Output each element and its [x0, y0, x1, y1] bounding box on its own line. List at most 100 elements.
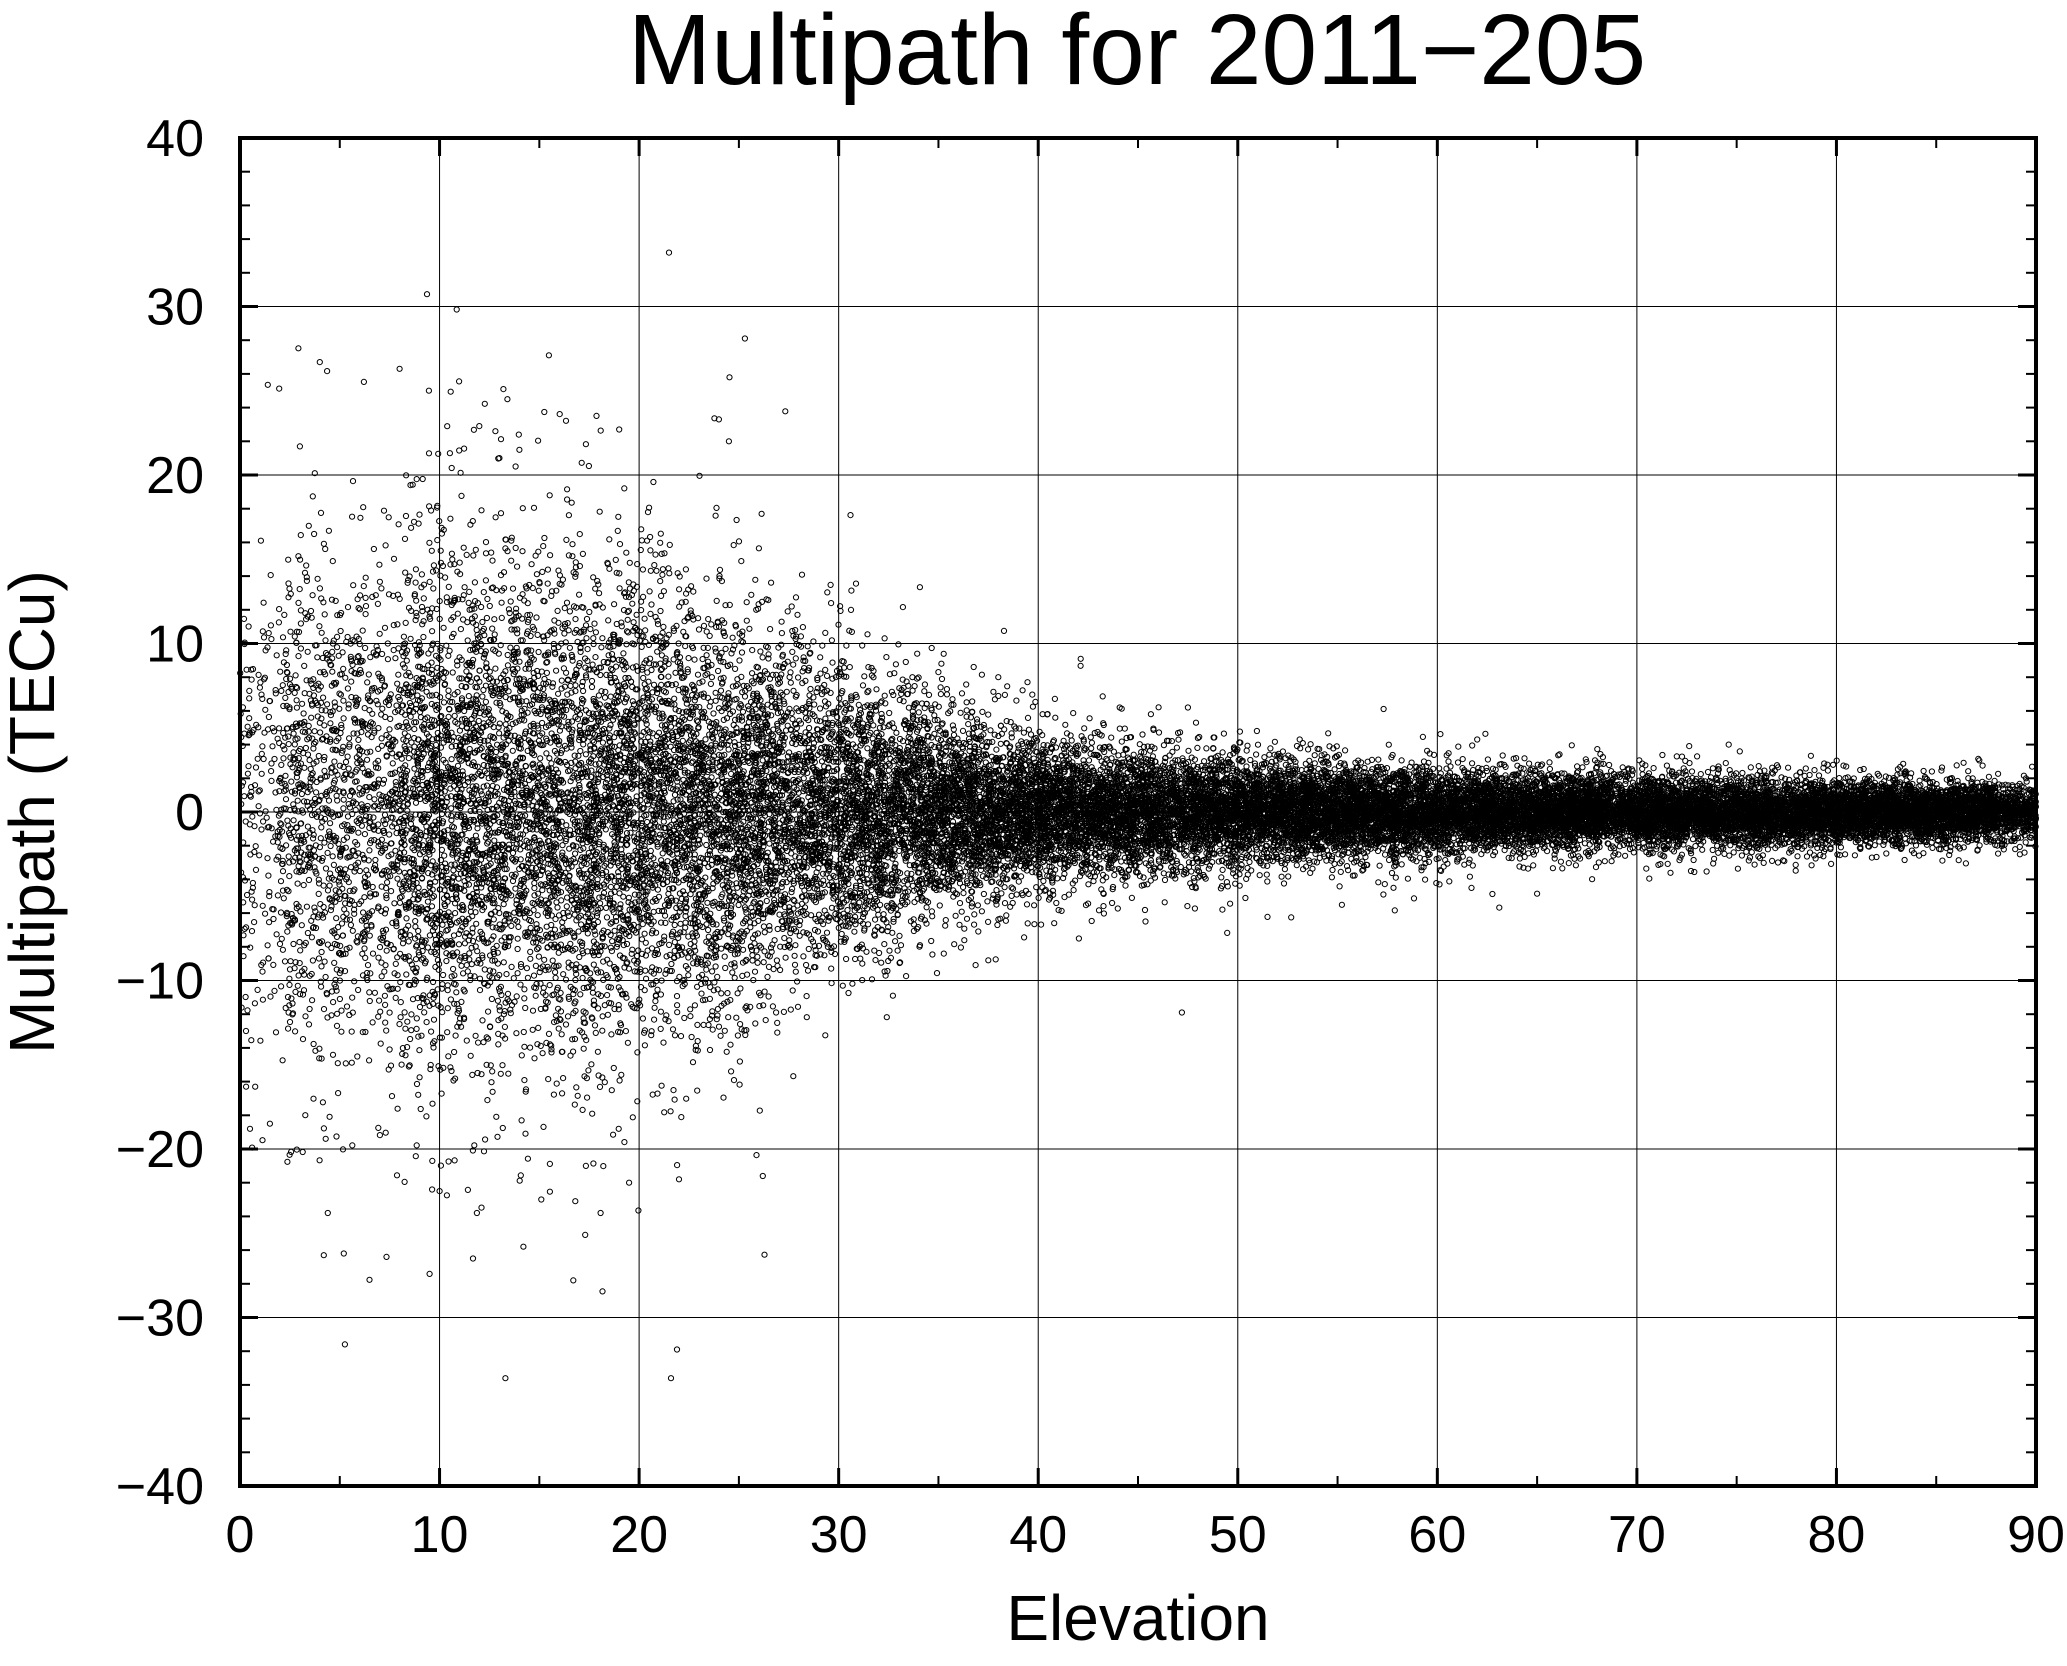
data-point — [499, 600, 504, 605]
data-point — [915, 651, 920, 656]
data-point — [291, 750, 296, 755]
data-point — [1795, 854, 1800, 859]
data-point — [1813, 856, 1818, 861]
data-point — [795, 1004, 800, 1009]
data-point — [255, 756, 260, 761]
data-point — [662, 1110, 667, 1115]
data-point — [668, 1109, 673, 1114]
data-point — [874, 687, 879, 692]
data-point — [818, 706, 823, 711]
data-point — [707, 1047, 712, 1052]
data-point — [893, 662, 898, 667]
data-point — [1376, 757, 1381, 762]
data-point — [319, 964, 324, 969]
data-point — [733, 666, 738, 671]
data-point — [1940, 858, 1945, 863]
data-point — [783, 955, 788, 960]
data-point — [790, 988, 795, 993]
data-point — [1143, 919, 1148, 924]
data-point — [1376, 880, 1381, 885]
data-point — [427, 579, 432, 584]
data-point — [506, 689, 511, 694]
data-point — [583, 752, 588, 757]
data-point — [718, 1033, 723, 1038]
data-point — [895, 948, 900, 953]
data-point — [535, 947, 540, 952]
data-point — [806, 946, 811, 951]
data-point — [515, 564, 520, 569]
data-point — [441, 625, 446, 630]
data-point — [420, 622, 425, 627]
data-point — [939, 676, 944, 681]
data-point — [1808, 753, 1813, 758]
data-point — [1770, 858, 1775, 863]
data-point — [689, 584, 694, 589]
data-point — [486, 1036, 491, 1041]
data-point — [1265, 914, 1270, 919]
data-point — [971, 664, 976, 669]
data-point — [709, 622, 714, 627]
data-point — [941, 951, 946, 956]
data-point — [1497, 905, 1502, 910]
data-point — [1695, 754, 1700, 759]
data-point — [323, 974, 328, 979]
data-point — [341, 666, 346, 671]
data-point — [1569, 743, 1574, 748]
data-point — [408, 1036, 413, 1041]
data-point — [1996, 771, 2001, 776]
data-point — [559, 1032, 564, 1037]
data-point — [830, 660, 835, 665]
data-point — [934, 971, 939, 976]
data-point — [298, 646, 303, 651]
data-point — [265, 943, 270, 948]
data-point — [583, 442, 588, 447]
data-point — [1254, 728, 1259, 733]
data-point — [630, 665, 635, 670]
data-point — [245, 724, 250, 729]
data-point — [309, 715, 314, 720]
data-point — [586, 463, 591, 468]
data-point — [1162, 900, 1167, 905]
data-point — [474, 921, 479, 926]
data-point — [1220, 750, 1225, 755]
data-point — [853, 956, 858, 961]
data-point — [259, 751, 264, 756]
data-point — [315, 655, 320, 660]
data-point — [1156, 730, 1161, 735]
data-point — [621, 651, 626, 656]
data-point — [266, 714, 271, 719]
data-point — [1382, 882, 1387, 887]
data-point — [445, 1030, 450, 1035]
data-point — [572, 912, 577, 917]
data-point — [896, 642, 901, 647]
data-point — [566, 513, 571, 518]
data-point — [459, 493, 464, 498]
data-point — [1566, 861, 1571, 866]
data-point — [660, 572, 665, 577]
data-point — [1193, 720, 1198, 725]
data-point — [536, 945, 541, 950]
data-point — [991, 689, 996, 694]
data-point — [1185, 904, 1190, 909]
data-point — [932, 713, 937, 718]
data-point — [252, 920, 257, 925]
data-point — [998, 741, 1003, 746]
data-point — [362, 946, 367, 951]
data-point — [293, 1029, 298, 1034]
data-point — [1086, 882, 1091, 887]
data-point — [327, 1114, 332, 1119]
data-point — [287, 874, 292, 879]
data-point — [318, 902, 323, 907]
data-point — [630, 1115, 635, 1120]
data-point — [591, 962, 596, 967]
data-point — [686, 955, 691, 960]
data-point — [260, 903, 265, 908]
data-point — [580, 1107, 585, 1112]
data-point — [1243, 895, 1248, 900]
data-point — [505, 991, 510, 996]
data-point — [563, 977, 568, 982]
data-point — [1446, 759, 1451, 764]
data-point — [554, 668, 559, 673]
data-point — [532, 886, 537, 891]
